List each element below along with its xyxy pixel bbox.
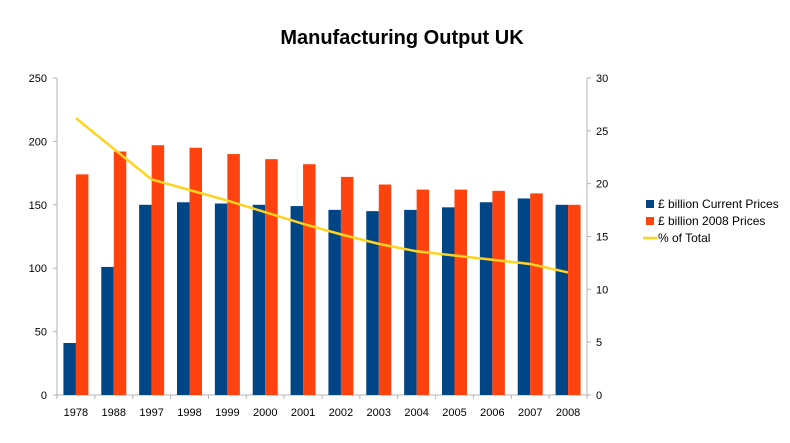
bar-current-prices	[404, 209, 417, 395]
bar-2008-prices	[492, 190, 505, 395]
x-tick-label: 2008	[556, 407, 580, 419]
x-tick-label: 1978	[64, 407, 88, 419]
y-right-tick-label: 10	[596, 284, 608, 296]
bar-2008-prices	[530, 193, 543, 395]
line-percent-of-total	[75, 117, 569, 274]
y-left-tick-label: 0	[41, 390, 47, 402]
bar-current-prices	[101, 266, 114, 395]
bar-current-prices	[252, 204, 266, 395]
y-left-tick-label: 150	[29, 200, 47, 212]
bar-current-prices	[517, 198, 531, 395]
bar-2008-prices	[454, 189, 467, 395]
bar-current-prices	[290, 206, 304, 395]
bar-current-prices	[177, 202, 190, 395]
x-tick-label: 1999	[215, 407, 239, 419]
bar-2008-prices	[265, 159, 278, 395]
y-right-tick-label: 30	[596, 73, 608, 85]
y-left-tick-label: 50	[35, 327, 47, 339]
x-tick-label: 2000	[253, 407, 277, 419]
x-tick-label: 2005	[442, 407, 466, 419]
y-right-tick-label: 20	[596, 179, 608, 191]
y-left-tick-label: 100	[29, 263, 47, 275]
bar-2008-prices	[151, 145, 165, 395]
plot-area: 0 50 100 150 200 250 0 5 10 15 20 25 30 1978 1988 1997 1…	[29, 73, 609, 419]
bar-current-prices	[442, 207, 455, 395]
legend-label: £ billion 2008 Prices	[658, 214, 765, 228]
x-tick-label: 2007	[518, 407, 542, 419]
bar-2008-prices	[189, 147, 202, 395]
bar-current-prices	[63, 343, 76, 395]
x-tick-label: 2002	[329, 407, 353, 419]
y-left-tick-label: 200	[29, 136, 47, 148]
bar-2008-prices	[227, 154, 240, 395]
legend: £ billion Current Prices £ billion 2008 P…	[643, 197, 779, 245]
x-tick-label: 2003	[367, 407, 391, 419]
x-tick-label: 1997	[139, 407, 163, 419]
x-tick-label: 1998	[177, 407, 201, 419]
bar-current-prices	[328, 209, 341, 395]
bar-2008-prices	[416, 189, 430, 395]
bar-2008-prices	[113, 151, 127, 395]
bar-2008-prices	[378, 184, 392, 395]
bar-2008-prices	[303, 164, 316, 395]
legend-swatch	[646, 217, 654, 225]
y-left-tick-label: 250	[29, 73, 47, 85]
bar-2008-prices	[340, 176, 354, 395]
bar-current-prices	[214, 203, 228, 395]
y-right-tick-label: 0	[596, 390, 602, 402]
bar-2008-prices	[75, 174, 89, 395]
x-tick-label: 2001	[291, 407, 315, 419]
x-tick-label: 1988	[102, 407, 126, 419]
bar-current-prices	[479, 202, 493, 395]
legend-label: £ billion Current Prices	[658, 197, 779, 211]
bar-2008-prices	[568, 204, 581, 395]
bar-current-prices	[555, 204, 569, 395]
x-tick-label: 2004	[404, 407, 428, 419]
y-right-tick-label: 5	[596, 337, 602, 349]
bar-current-prices	[366, 211, 379, 395]
chart-title: Manufacturing Output UK	[280, 27, 524, 49]
legend-swatch	[646, 200, 654, 208]
bar-current-prices	[139, 204, 152, 395]
y-right-tick-label: 15	[596, 232, 608, 244]
legend-label: % of Total	[658, 231, 710, 245]
x-tick-label: 2006	[480, 407, 504, 419]
y-right-tick-label: 25	[596, 126, 608, 138]
